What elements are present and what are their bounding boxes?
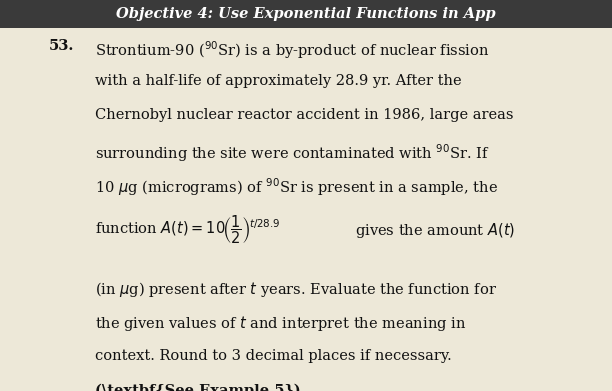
Text: gives the amount $A(t)$: gives the amount $A(t)$ [355, 221, 515, 240]
Text: the given values of $t$ and interpret the meaning in: the given values of $t$ and interpret th… [95, 314, 466, 334]
Text: 10 $\mu$g (micrograms) of $^{90}$Sr is present in a sample, the: 10 $\mu$g (micrograms) of $^{90}$Sr is p… [95, 177, 498, 198]
Bar [0, 0, 612, 28]
Text: context. Round to 3 decimal places if necessary.: context. Round to 3 decimal places if ne… [95, 349, 452, 363]
Text: Chernobyl nuclear reactor accident in 1986, large areas: Chernobyl nuclear reactor accident in 19… [95, 108, 513, 122]
Text: (\textbf{See Example 5}): (\textbf{See Example 5}) [95, 383, 300, 391]
Text: 53.: 53. [49, 39, 74, 53]
Text: (in $\mu$g) present after $t$ years. Evaluate the function for: (in $\mu$g) present after $t$ years. Eva… [95, 280, 497, 299]
Text: Strontium-90 ($^{90}$Sr) is a by-product of nuclear fission: Strontium-90 ($^{90}$Sr) is a by-product… [95, 39, 490, 61]
Text: function $A(t) = 10\!\left(\dfrac{1}{2}\right)^{\!t/28.9}$: function $A(t) = 10\!\left(\dfrac{1}{2}\… [95, 214, 280, 246]
Text: Objective 4: Use Exponential Functions in App: Objective 4: Use Exponential Functions i… [116, 7, 496, 21]
Text: with a half-life of approximately 28.9 yr. After the: with a half-life of approximately 28.9 y… [95, 74, 461, 88]
Text: surrounding the site were contaminated with $^{90}$Sr. If: surrounding the site were contaminated w… [95, 142, 490, 164]
